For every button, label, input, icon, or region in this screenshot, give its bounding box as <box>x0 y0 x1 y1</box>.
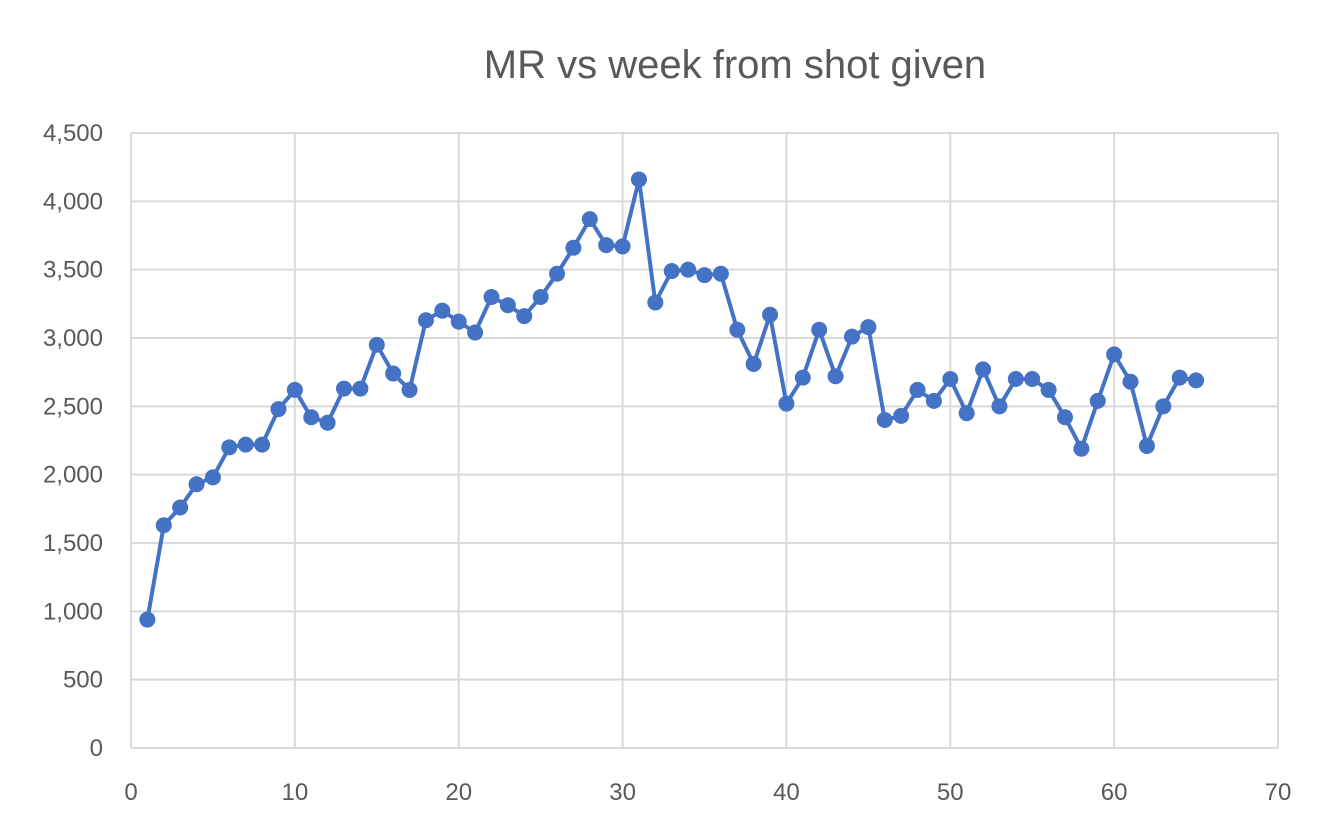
data-point <box>352 380 369 397</box>
data-point <box>1122 373 1139 390</box>
data-point <box>1073 440 1090 457</box>
data-point <box>860 319 877 336</box>
data-point <box>827 368 844 385</box>
data-point <box>745 355 762 372</box>
data-point <box>385 365 402 382</box>
chart-title: MR vs week from shot given <box>484 43 986 87</box>
data-point <box>1089 392 1106 409</box>
data-point <box>237 436 254 453</box>
y-tick-label: 2,000 <box>43 462 103 489</box>
data-point <box>565 239 582 256</box>
data-point <box>1007 371 1024 387</box>
x-tick-label: 20 <box>445 779 472 806</box>
x-tick-label: 40 <box>773 779 800 806</box>
data-point <box>254 436 271 453</box>
data-point <box>1155 398 1172 415</box>
data-point <box>975 361 992 378</box>
data-point <box>778 395 795 412</box>
x-axis-tick-labels: 0 10 20 30 40 50 60 70 <box>124 779 1291 806</box>
data-point <box>368 336 385 353</box>
data-point <box>155 517 172 534</box>
data-series <box>139 171 1205 628</box>
data-point <box>942 371 959 387</box>
y-tick-label: 1,000 <box>43 598 103 625</box>
data-point <box>1024 371 1041 387</box>
y-tick-label: 2,500 <box>43 393 103 420</box>
data-point <box>647 294 664 311</box>
data-point <box>417 312 434 329</box>
y-tick-label: 3,500 <box>43 257 103 284</box>
data-point <box>1056 409 1073 426</box>
data-point <box>221 439 238 456</box>
data-point <box>450 313 467 330</box>
y-tick-label: 0 <box>90 735 103 762</box>
data-point <box>270 401 287 418</box>
x-tick-label: 0 <box>124 779 137 806</box>
data-point <box>286 381 303 398</box>
data-point <box>434 302 451 319</box>
data-point <box>712 265 729 282</box>
data-point <box>598 237 615 254</box>
data-point <box>1138 437 1155 454</box>
data-point <box>483 289 500 305</box>
data-point <box>614 238 631 255</box>
data-point <box>630 171 647 188</box>
data-point <box>188 476 205 493</box>
data-point <box>319 414 336 431</box>
data-point <box>925 392 942 409</box>
data-point <box>1188 372 1205 389</box>
data-point <box>893 407 910 424</box>
x-tick-label: 60 <box>1101 779 1128 806</box>
data-point <box>876 412 893 428</box>
y-tick-label: 3,000 <box>43 325 103 352</box>
data-point <box>139 611 156 628</box>
data-point <box>204 469 221 486</box>
data-point <box>336 380 353 397</box>
data-point <box>516 308 533 325</box>
data-point <box>909 381 926 398</box>
data-point <box>696 267 713 284</box>
series-line <box>145 177 1197 620</box>
data-point <box>794 369 811 386</box>
data-point <box>729 321 746 338</box>
data-point <box>991 398 1008 415</box>
x-tick-label: 30 <box>609 779 636 806</box>
y-tick-label: 4,500 <box>43 120 103 147</box>
y-tick-label: 1,500 <box>43 530 103 557</box>
data-point <box>680 261 697 278</box>
x-tick-label: 50 <box>937 779 964 806</box>
data-point <box>958 405 975 422</box>
gridlines <box>130 132 1279 749</box>
y-tick-label: 4,000 <box>43 188 103 215</box>
data-point <box>549 265 566 282</box>
data-point <box>1171 369 1188 386</box>
data-point <box>532 289 549 305</box>
data-point <box>172 499 189 516</box>
data-point <box>1040 381 1057 398</box>
data-point <box>762 306 779 323</box>
data-point <box>1106 346 1123 363</box>
data-point <box>811 321 828 338</box>
x-tick-label: 10 <box>282 779 309 806</box>
data-point <box>581 211 598 228</box>
data-point <box>499 297 516 314</box>
x-tick-label: 70 <box>1265 779 1292 806</box>
data-point <box>843 328 860 345</box>
data-point <box>663 263 680 280</box>
y-axis-tick-labels: 0 500 1,000 1,500 2,000 2,500 3,000 3,500 4,000 4… <box>43 120 103 762</box>
data-point <box>467 324 484 341</box>
data-point <box>303 409 320 426</box>
y-tick-label: 500 <box>63 667 103 694</box>
data-point <box>401 381 418 398</box>
